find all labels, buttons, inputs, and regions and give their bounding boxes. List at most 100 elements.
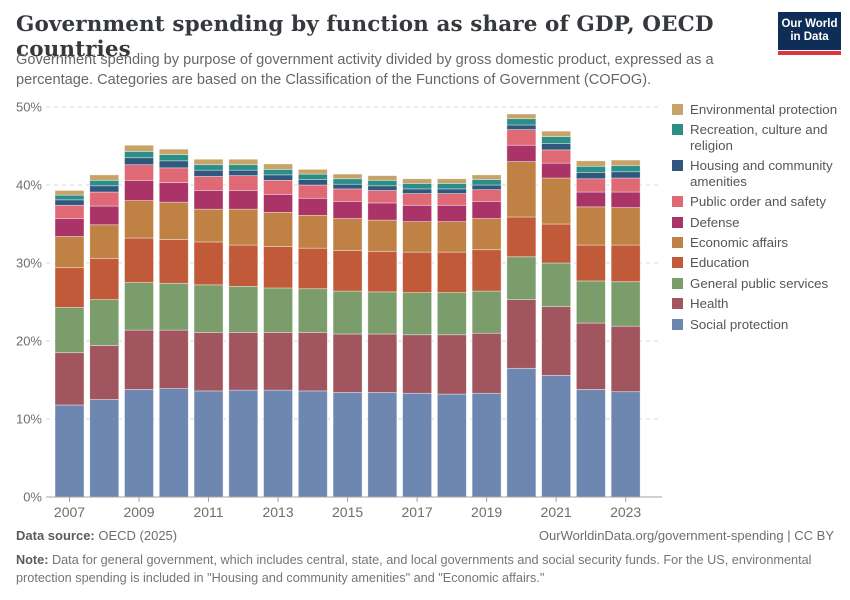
bar-segment-economic-affairs-2009[interactable] — [124, 200, 154, 239]
bar-segment-environmental-protection-2020[interactable] — [506, 113, 537, 120]
bar-segment-health-2019[interactable] — [471, 332, 502, 394]
bar-segment-environmental-protection-2014[interactable] — [297, 169, 328, 175]
bar-segment-social-protection-2021[interactable] — [541, 374, 571, 498]
cc-by-link[interactable]: CC BY — [794, 528, 834, 543]
bar-segment-education-2010[interactable] — [158, 239, 189, 284]
bar-segment-recreation-culture-and-religion-2010[interactable] — [158, 154, 189, 162]
bar-segment-environmental-protection-2008[interactable] — [89, 174, 120, 181]
bar-segment-recreation-culture-and-religion-2021[interactable] — [541, 136, 571, 145]
bar-segment-defense-2016[interactable] — [367, 202, 398, 221]
bar-segment-defense-2010[interactable] — [158, 182, 189, 203]
bar-segment-social-protection-2011[interactable] — [193, 390, 224, 498]
bar-segment-economic-affairs-2012[interactable] — [228, 208, 259, 246]
bar-segment-economic-affairs-2014[interactable] — [297, 215, 328, 249]
bar-segment-general-public-services-2014[interactable] — [297, 288, 328, 333]
bar-segment-social-protection-2007[interactable] — [54, 404, 85, 498]
legend-item-education[interactable]: Education — [672, 255, 846, 270]
bar-segment-general-public-services-2018[interactable] — [437, 292, 467, 336]
bar-segment-general-public-services-2020[interactable] — [506, 256, 537, 301]
bar-segment-public-order-and-safety-2010[interactable] — [158, 167, 189, 184]
bar-segment-recreation-culture-and-religion-2013[interactable] — [263, 169, 293, 176]
bar-segment-environmental-protection-2015[interactable] — [332, 173, 363, 180]
bar-segment-health-2018[interactable] — [437, 334, 467, 395]
bar-segment-public-order-and-safety-2009[interactable] — [124, 164, 154, 181]
bar-segment-social-protection-2016[interactable] — [367, 392, 398, 498]
bar-segment-environmental-protection-2016[interactable] — [367, 175, 398, 181]
bar-segment-economic-affairs-2018[interactable] — [437, 221, 467, 253]
bar-segment-defense-2011[interactable] — [193, 190, 224, 210]
bar-segment-economic-affairs-2016[interactable] — [367, 219, 398, 252]
bar-segment-public-order-and-safety-2020[interactable] — [506, 129, 537, 146]
bar-segment-housing-and-community-amenities-2008[interactable] — [89, 185, 120, 193]
bar-segment-public-order-and-safety-2011[interactable] — [193, 176, 224, 191]
bar-segment-defense-2008[interactable] — [89, 205, 120, 226]
bar-segment-housing-and-community-amenities-2007[interactable] — [54, 199, 85, 206]
bar-segment-defense-2015[interactable] — [332, 201, 363, 219]
bar-segment-health-2023[interactable] — [610, 325, 641, 393]
bar-segment-defense-2023[interactable] — [610, 191, 641, 208]
bar-segment-general-public-services-2021[interactable] — [541, 262, 571, 308]
legend-item-housing-and-community-amenities[interactable]: Housing and community amenities — [672, 158, 846, 189]
legend-item-environmental-protection[interactable]: Environmental protection — [672, 102, 846, 117]
bar-segment-social-protection-2010[interactable] — [158, 388, 189, 498]
bar-segment-defense-2021[interactable] — [541, 162, 571, 179]
bar-segment-health-2014[interactable] — [297, 332, 328, 392]
bar-segment-public-order-and-safety-2016[interactable] — [367, 190, 398, 204]
bar-segment-environmental-protection-2019[interactable] — [471, 174, 502, 180]
bar-segment-health-2015[interactable] — [332, 333, 363, 393]
bar-segment-general-public-services-2010[interactable] — [158, 282, 189, 331]
bar-segment-recreation-culture-and-religion-2017[interactable] — [402, 183, 432, 190]
bar-segment-health-2021[interactable] — [541, 306, 571, 376]
bar-segment-economic-affairs-2017[interactable] — [402, 221, 432, 253]
bar-segment-environmental-protection-2013[interactable] — [263, 163, 293, 170]
bar-segment-public-order-and-safety-2023[interactable] — [610, 177, 641, 193]
bar-segment-defense-2013[interactable] — [263, 194, 293, 213]
bar-segment-environmental-protection-2010[interactable] — [158, 148, 189, 155]
bar-segment-general-public-services-2023[interactable] — [610, 281, 641, 327]
bar-segment-social-protection-2009[interactable] — [124, 389, 154, 498]
bar-segment-health-2012[interactable] — [228, 332, 259, 391]
bar-segment-economic-affairs-2015[interactable] — [332, 218, 363, 251]
bar-segment-housing-and-community-amenities-2015[interactable] — [332, 183, 363, 190]
bar-segment-housing-and-community-amenities-2012[interactable] — [228, 169, 259, 176]
bar-segment-public-order-and-safety-2018[interactable] — [437, 193, 467, 206]
bar-segment-defense-2019[interactable] — [471, 201, 502, 219]
bar-segment-recreation-culture-and-religion-2016[interactable] — [367, 179, 398, 187]
bar-segment-education-2012[interactable] — [228, 244, 259, 287]
bar-segment-economic-affairs-2010[interactable] — [158, 201, 189, 240]
bar-segment-economic-affairs-2013[interactable] — [263, 211, 293, 247]
bar-segment-environmental-protection-2009[interactable] — [124, 144, 154, 152]
bar-segment-environmental-protection-2021[interactable] — [541, 130, 571, 137]
legend-item-recreation-culture-and-religion[interactable]: Recreation, culture and religion — [672, 122, 846, 153]
bar-segment-general-public-services-2019[interactable] — [471, 290, 502, 334]
bar-segment-environmental-protection-2018[interactable] — [437, 178, 467, 184]
bar-segment-general-public-services-2016[interactable] — [367, 291, 398, 335]
bar-segment-public-order-and-safety-2021[interactable] — [541, 149, 571, 164]
bar-segment-health-2017[interactable] — [402, 334, 432, 394]
owid-logo[interactable]: Our World in Data — [778, 12, 841, 55]
owid-url-link[interactable]: OurWorldinData.org/government-spending — [538, 528, 784, 543]
bar-segment-recreation-culture-and-religion-2023[interactable] — [610, 165, 641, 173]
bar-segment-public-order-and-safety-2007[interactable] — [54, 204, 85, 219]
bar-segment-recreation-culture-and-religion-2018[interactable] — [437, 183, 467, 190]
bar-segment-economic-affairs-2019[interactable] — [471, 218, 502, 251]
legend-item-public-order-and-safety[interactable]: Public order and safety — [672, 194, 846, 209]
bar-segment-education-2016[interactable] — [367, 250, 398, 293]
bar-segment-health-2008[interactable] — [89, 345, 120, 400]
bar-segment-social-protection-2018[interactable] — [437, 393, 467, 498]
bar-segment-public-order-and-safety-2014[interactable] — [297, 184, 328, 199]
bar-segment-social-protection-2017[interactable] — [402, 392, 432, 498]
bar-segment-recreation-culture-and-religion-2014[interactable] — [297, 173, 328, 180]
bar-segment-housing-and-community-amenities-2013[interactable] — [263, 174, 293, 181]
bar-segment-health-2022[interactable] — [576, 322, 606, 390]
legend-item-defense[interactable]: Defense — [672, 215, 846, 230]
bar-segment-recreation-culture-and-religion-2007[interactable] — [54, 194, 85, 201]
bar-segment-general-public-services-2015[interactable] — [332, 290, 363, 335]
bar-segment-social-protection-2013[interactable] — [263, 389, 293, 498]
bar-segment-environmental-protection-2022[interactable] — [576, 160, 606, 167]
bar-segment-general-public-services-2022[interactable] — [576, 280, 606, 324]
bar-segment-general-public-services-2013[interactable] — [263, 287, 293, 333]
bar-segment-economic-affairs-2011[interactable] — [193, 208, 224, 243]
bar-segment-environmental-protection-2011[interactable] — [193, 158, 224, 166]
bar-segment-social-protection-2014[interactable] — [297, 390, 328, 498]
